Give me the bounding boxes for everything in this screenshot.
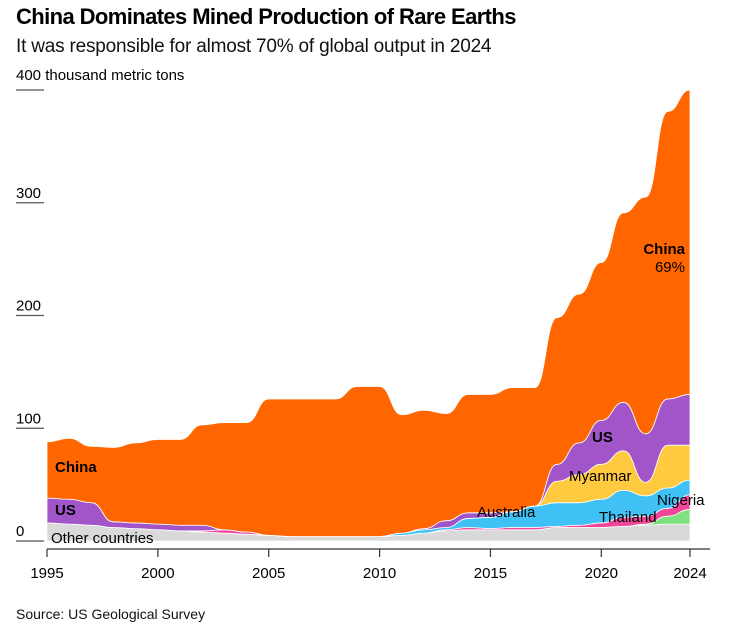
y-tick-label: 100 <box>16 410 41 427</box>
label-australia: Australia <box>477 504 536 521</box>
series-labels: China US Other countries Australia US My… <box>51 241 705 547</box>
chart-subtitle: It was responsible for almost 70% of glo… <box>16 36 492 57</box>
y-tick-label: 200 <box>16 298 41 315</box>
label-nigeria: Nigeria <box>657 492 705 509</box>
label-china-left: China <box>55 459 97 476</box>
y-tick-label: 0 <box>16 523 24 540</box>
label-myanmar: Myanmar <box>569 468 632 485</box>
y-tick-label: 300 <box>16 185 41 202</box>
x-tick-label: 2005 <box>252 565 285 582</box>
label-other-countries: Other countries <box>51 530 154 547</box>
x-tick-label: 2024 <box>673 565 706 582</box>
stream-areas <box>46 89 691 542</box>
label-china-right: China <box>643 241 685 258</box>
x-tick-label: 2020 <box>585 565 618 582</box>
x-axis: 1995 2000 2005 2010 2015 2020 2024 <box>30 548 710 582</box>
x-tick-label: 2000 <box>141 565 174 582</box>
stream-china <box>46 89 691 537</box>
x-tick-label: 2015 <box>474 565 507 582</box>
label-china-share: 69% <box>655 259 685 276</box>
x-tick-label: 2010 <box>363 565 396 582</box>
y-axis: 0 100 200 300 <box>16 89 44 542</box>
y-axis-unit-label: 400 thousand metric tons <box>16 67 185 84</box>
label-us-left: US <box>55 502 76 519</box>
label-us-right: US <box>592 429 613 446</box>
x-tick-label: 1995 <box>30 565 63 582</box>
chart-title: China Dominates Mined Production of Rare… <box>16 4 516 29</box>
source-note: Source: US Geological Survey <box>16 606 206 622</box>
label-thailand: Thailand <box>599 509 657 526</box>
